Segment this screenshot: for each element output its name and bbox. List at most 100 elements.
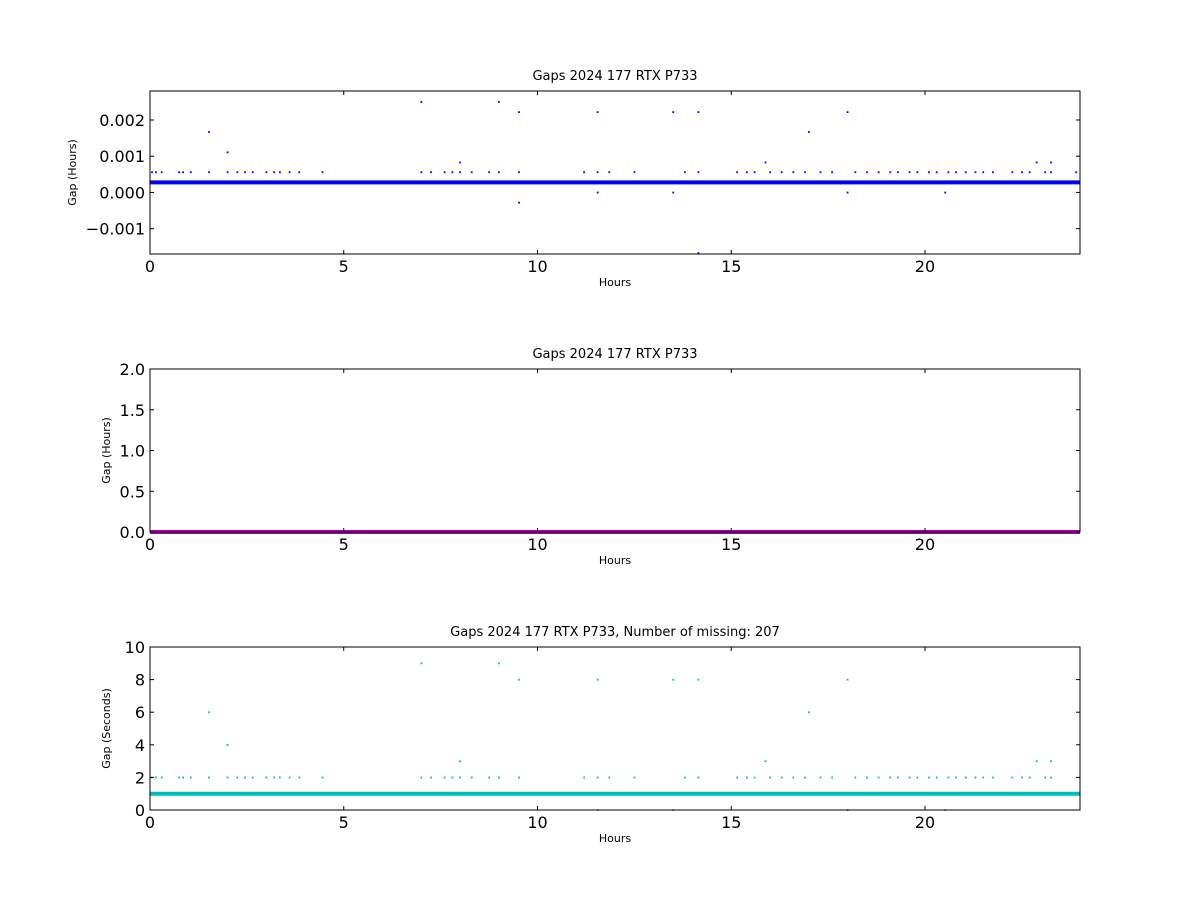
chart-1-point — [273, 171, 275, 174]
chart-1-point — [288, 171, 291, 174]
chart-3-point — [497, 662, 500, 665]
chart-3-point — [608, 776, 611, 779]
chart-1-point — [697, 252, 700, 254]
chart-1-point — [608, 171, 611, 174]
chart-1-point — [459, 171, 461, 174]
chart-3-point — [251, 776, 254, 779]
chart-3-xtick-label: 15 — [721, 813, 741, 832]
chart-1-ytick-label: 0.001 — [99, 147, 145, 166]
chart-1-point — [944, 191, 947, 194]
chart-3-point — [189, 776, 192, 779]
chart-3-point — [780, 776, 783, 779]
chart-3-point — [160, 776, 163, 779]
chart-3-point — [974, 776, 977, 779]
chart-1-point — [633, 171, 636, 174]
chart-1-point — [155, 171, 157, 174]
chart-1-point — [518, 111, 520, 114]
chart-1-point — [160, 171, 163, 174]
chart-1-xtick-label: 0 — [145, 257, 155, 276]
chart-2-frame — [149, 368, 1081, 533]
chart-3-point — [792, 776, 795, 779]
chart-3-point — [897, 776, 899, 779]
chart-3-point — [583, 776, 585, 779]
chart-3-point — [208, 776, 210, 779]
chart-1-point — [908, 171, 911, 174]
chart-2-ytick-label: 0.5 — [120, 482, 145, 501]
chart-3-point — [443, 776, 446, 779]
chart-1-point — [596, 191, 599, 194]
chart-3-point — [430, 776, 432, 779]
chart-1-point — [683, 171, 686, 174]
chart-1-point — [251, 171, 254, 174]
chart-1-point — [955, 171, 957, 174]
chart-3-point — [236, 776, 239, 779]
chart-1-point — [780, 171, 783, 174]
chart-1-point — [1021, 171, 1023, 174]
chart-1-point — [736, 171, 739, 174]
chart-3-point — [518, 776, 520, 779]
chart-1-xtick-label: 10 — [527, 257, 547, 276]
chart-3-xtick-label: 20 — [915, 813, 935, 832]
chart-1-point — [1044, 171, 1047, 174]
chart-1-point — [208, 171, 210, 174]
chart-3-point — [1050, 776, 1052, 779]
chart-1-point — [596, 171, 599, 174]
chart-2-ytick-label: 2.0 — [120, 360, 145, 379]
chart-1-point — [854, 171, 857, 174]
chart-3-point — [672, 678, 675, 681]
chart-1-point — [208, 131, 210, 133]
chart-3-point — [916, 776, 919, 779]
chart-1-point — [1050, 161, 1052, 164]
chart-3-points — [151, 662, 1052, 811]
chart-3-point — [178, 776, 181, 779]
chart-3-ytick-label: 2 — [135, 768, 145, 787]
chart-3-xtick-label: 5 — [339, 813, 349, 832]
chart-3-point — [596, 678, 599, 681]
chart-3-point — [208, 711, 210, 714]
chart-1-point — [807, 131, 810, 133]
chart-1-frame — [149, 90, 1081, 255]
chart-1-point — [420, 171, 423, 174]
chart-1-point — [583, 171, 585, 174]
chart-1-ytick-label: 0.000 — [99, 183, 145, 202]
chart-3-point — [697, 776, 700, 779]
chart-1-point — [697, 111, 700, 114]
chart-3-point — [273, 776, 275, 779]
chart-3-point — [459, 760, 461, 763]
chart-1-point — [151, 171, 153, 174]
chart-3-point — [831, 776, 833, 779]
chart-1-point — [846, 111, 849, 114]
chart-3-point — [947, 776, 950, 779]
chart-1-xtick-label: 15 — [721, 257, 741, 276]
chart-3-point — [518, 678, 520, 681]
chart-1-point — [497, 101, 500, 103]
chart-2-xtick-label: 5 — [339, 535, 349, 554]
chart-1-ytick-label: 0.002 — [99, 111, 145, 130]
chart-3-point — [807, 711, 810, 714]
chart-3-point — [819, 776, 822, 779]
chart-3-point — [321, 776, 324, 779]
chart-3-point — [596, 776, 599, 779]
chart-1-xlabel: Hours — [599, 276, 631, 289]
chart-3-ytick-label: 0 — [135, 801, 145, 820]
chart-3-point — [182, 776, 184, 779]
chart-1-point — [470, 171, 473, 174]
chart-1-point — [420, 101, 423, 103]
chart-3-point — [1035, 760, 1038, 763]
chart-3-point — [1028, 776, 1031, 779]
chart-1-point — [298, 171, 301, 174]
chart-3-point — [497, 776, 500, 779]
chart-1-point — [928, 171, 930, 174]
chart-3-point — [769, 776, 771, 779]
chart-1-point — [321, 171, 324, 174]
chart-1-point — [1050, 171, 1052, 174]
chart-3-frame — [149, 646, 1081, 811]
chart-3-point — [633, 776, 636, 779]
chart-3-point — [935, 776, 938, 779]
chart-1-point — [935, 171, 938, 174]
chart-2-ylabel: Gap (Hours) — [100, 417, 113, 484]
chart-3-point — [866, 776, 868, 779]
chart-3-point — [265, 776, 268, 779]
chart-3-point — [288, 776, 291, 779]
chart-1-point — [1075, 171, 1078, 174]
